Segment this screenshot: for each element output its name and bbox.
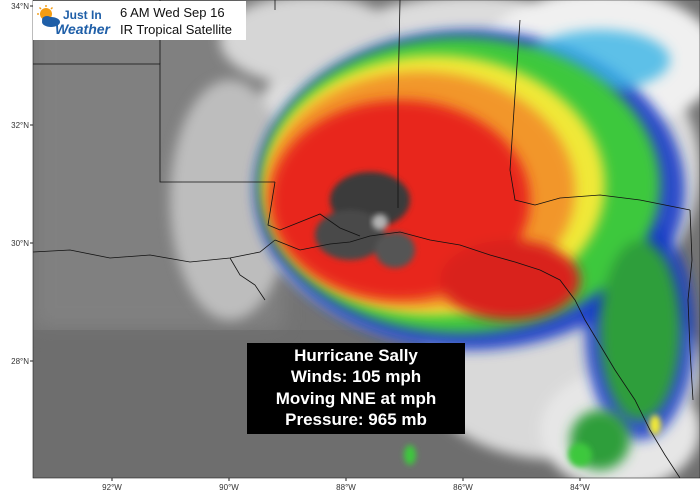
header-box: Just In Weather 6 AM Wed Sep 16 IR Tropi… bbox=[33, 1, 246, 40]
logo-text-line2: Weather bbox=[55, 21, 110, 37]
geographic-boundaries bbox=[33, 0, 694, 478]
timestamp-label: 6 AM Wed Sep 16 bbox=[120, 5, 225, 20]
lat-label-34: 34°N bbox=[11, 2, 29, 11]
map-frame bbox=[32, 0, 700, 479]
storm-info-box: Hurricane Sally Winds: 105 mph Moving NN… bbox=[247, 343, 465, 434]
lon-label-90: 90°W bbox=[219, 483, 239, 492]
gulf-cells bbox=[404, 415, 661, 467]
lat-label-28: 28°N bbox=[11, 357, 29, 366]
lat-label-30: 30°N bbox=[11, 239, 29, 248]
storm-pressure: Pressure: 965 mb bbox=[285, 410, 427, 429]
lon-label-86: 86°W bbox=[453, 483, 473, 492]
lon-label-84: 84°W bbox=[570, 483, 590, 492]
sun-cloud-icon bbox=[37, 5, 60, 27]
storm-motion: Moving NNE at mph bbox=[275, 389, 437, 408]
storm-eye bbox=[372, 214, 388, 230]
lon-label-92: 92°W bbox=[102, 483, 122, 492]
lat-label-32: 32°N bbox=[11, 121, 29, 130]
longitude-axis: 92°W 90°W 88°W 86°W 84°W bbox=[102, 478, 590, 492]
storm-winds: Winds: 105 mph bbox=[290, 367, 422, 386]
storm-name: Hurricane Sally bbox=[294, 346, 418, 365]
product-label: IR Tropical Satellite bbox=[120, 22, 232, 37]
logo-text-line1: Just In bbox=[63, 8, 102, 22]
logo: Just In Weather bbox=[35, 4, 111, 37]
latitude-axis: 34°N 32°N 30°N 28°N bbox=[11, 2, 33, 366]
lon-label-88: 88°W bbox=[336, 483, 356, 492]
